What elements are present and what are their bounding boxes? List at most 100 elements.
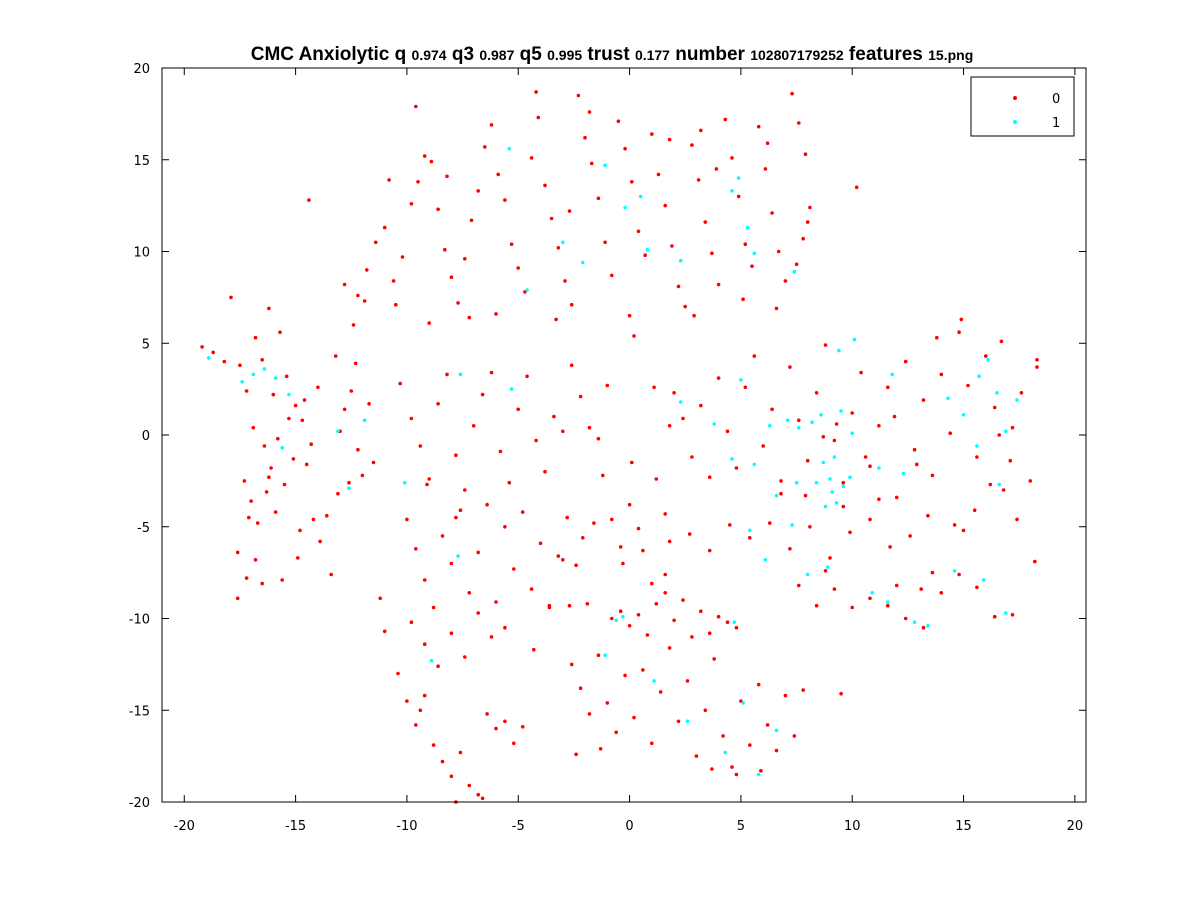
data-point [834, 422, 839, 426]
data-point [774, 748, 779, 753]
data-point [267, 306, 271, 311]
data-point [658, 690, 663, 694]
data-point [347, 480, 351, 485]
data-point [957, 572, 961, 577]
data-point [794, 262, 799, 267]
data-point [837, 348, 841, 353]
x-tick-label: 15 [955, 819, 972, 834]
data-point [1035, 358, 1039, 362]
data-point [456, 301, 460, 305]
data-point [670, 244, 674, 248]
data-point [373, 240, 378, 245]
data-point [587, 425, 592, 430]
data-point [650, 581, 654, 586]
data-point [984, 354, 988, 358]
data-point [901, 471, 906, 476]
data-point [365, 268, 369, 272]
data-point [536, 115, 541, 120]
data-point [238, 363, 242, 368]
data-point [222, 359, 227, 364]
data-point [997, 482, 1001, 487]
data-point [832, 587, 837, 591]
data-point [981, 578, 986, 582]
data-point [1010, 425, 1015, 430]
data-point [229, 295, 233, 300]
data-point [894, 583, 899, 588]
data-point [745, 225, 750, 230]
data-point [752, 462, 757, 467]
data-point [610, 616, 614, 621]
data-point [868, 464, 872, 469]
data-point [561, 429, 565, 434]
data-point [394, 302, 398, 307]
data-point [400, 255, 405, 259]
data-point [610, 273, 614, 278]
data-point [489, 123, 494, 127]
data-point [692, 313, 696, 318]
data-point [999, 339, 1004, 344]
data-point [449, 561, 454, 566]
data-point [621, 561, 625, 566]
data-point [405, 517, 409, 522]
data-point [975, 455, 979, 459]
data-point [672, 618, 676, 623]
data-point [788, 365, 792, 369]
data-point [405, 699, 409, 703]
data-point [549, 216, 554, 221]
data-point [986, 358, 990, 362]
data-point [610, 517, 614, 522]
data-point [946, 396, 950, 401]
data-point [975, 444, 979, 448]
data-point [596, 436, 601, 441]
data-point [569, 302, 574, 307]
data-point [623, 146, 627, 151]
data-point [627, 502, 632, 507]
title-part: q5 [514, 44, 547, 65]
data-point [792, 734, 797, 738]
data-point [685, 719, 690, 724]
data-point [832, 438, 837, 443]
x-tick-label: -5 [512, 819, 525, 834]
data-point [638, 194, 643, 199]
data-point [652, 679, 656, 683]
data-point [1028, 479, 1033, 483]
data-point [431, 743, 436, 747]
data-point [741, 701, 745, 705]
data-point [825, 565, 830, 569]
data-point [723, 117, 728, 122]
data-point [449, 631, 454, 635]
data-point [307, 198, 311, 202]
data-point [712, 657, 716, 661]
data-point [890, 372, 895, 377]
data-point [743, 385, 748, 390]
y-tick-label: 0 [142, 429, 150, 444]
y-tick-label: -10 [129, 613, 150, 628]
data-point [362, 418, 367, 423]
title-part: features [844, 44, 928, 65]
data-point [576, 93, 581, 98]
data-point [886, 603, 890, 608]
data-point [699, 609, 703, 613]
y-tick-label: -20 [129, 796, 150, 811]
data-point [672, 391, 676, 395]
data-point [785, 418, 790, 423]
data-point [543, 183, 547, 188]
data-point [912, 620, 917, 624]
data-point [667, 539, 672, 544]
data-point [356, 447, 360, 452]
data-point [476, 792, 481, 797]
data-point [627, 313, 632, 318]
title-part: number [670, 44, 750, 65]
x-tick-label: 10 [844, 819, 861, 834]
data-point [569, 662, 574, 667]
data-point [349, 389, 354, 393]
data-point [483, 145, 487, 149]
data-point [912, 447, 917, 452]
data-point [768, 424, 772, 428]
data-point [654, 477, 659, 481]
data-point [287, 392, 291, 397]
data-point [792, 269, 797, 274]
data-point [532, 647, 536, 652]
data-point [961, 413, 966, 417]
